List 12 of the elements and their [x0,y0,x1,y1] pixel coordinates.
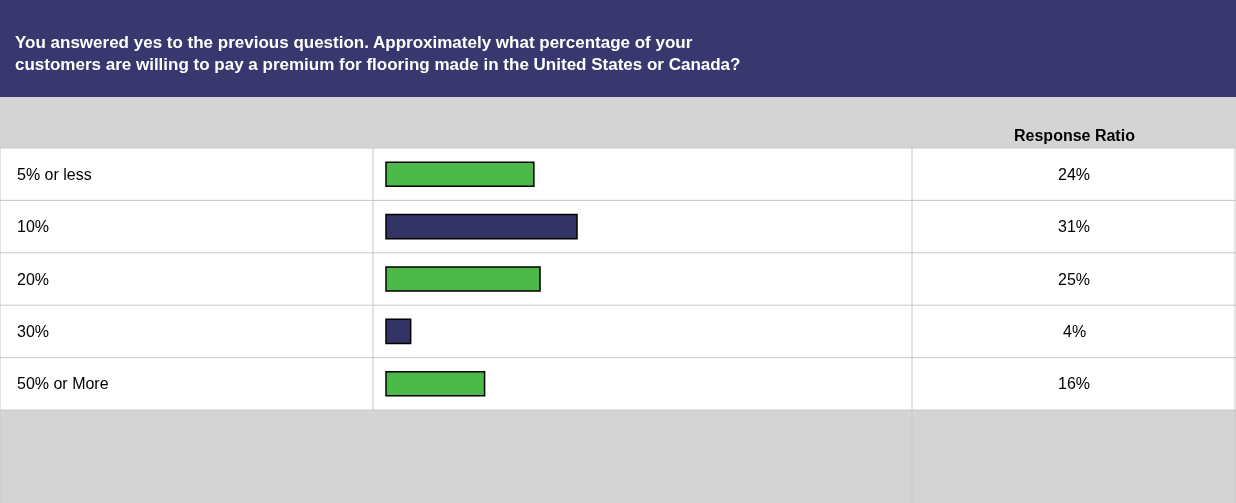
data-label: 25% [1058,271,1091,288]
data-label: 24% [1058,166,1091,183]
y-tick-label: 10% [17,218,50,235]
y-tick-label: 5% or less [17,166,92,183]
data-label: 4% [1063,323,1087,340]
data-label: 16% [1058,375,1091,392]
y-tick-label: 30% [17,323,50,340]
chart-title: You answered yes to the previous question. Approximately what percentage of your customers are willing to pay a premium for flooring made in the United States or Canada? [15,33,741,75]
data-label: 31% [1058,218,1091,235]
text: Response Ratio [1014,127,1136,144]
y-tick-label: 50% or More [17,375,109,392]
y-tick-label: 20% [17,271,50,288]
